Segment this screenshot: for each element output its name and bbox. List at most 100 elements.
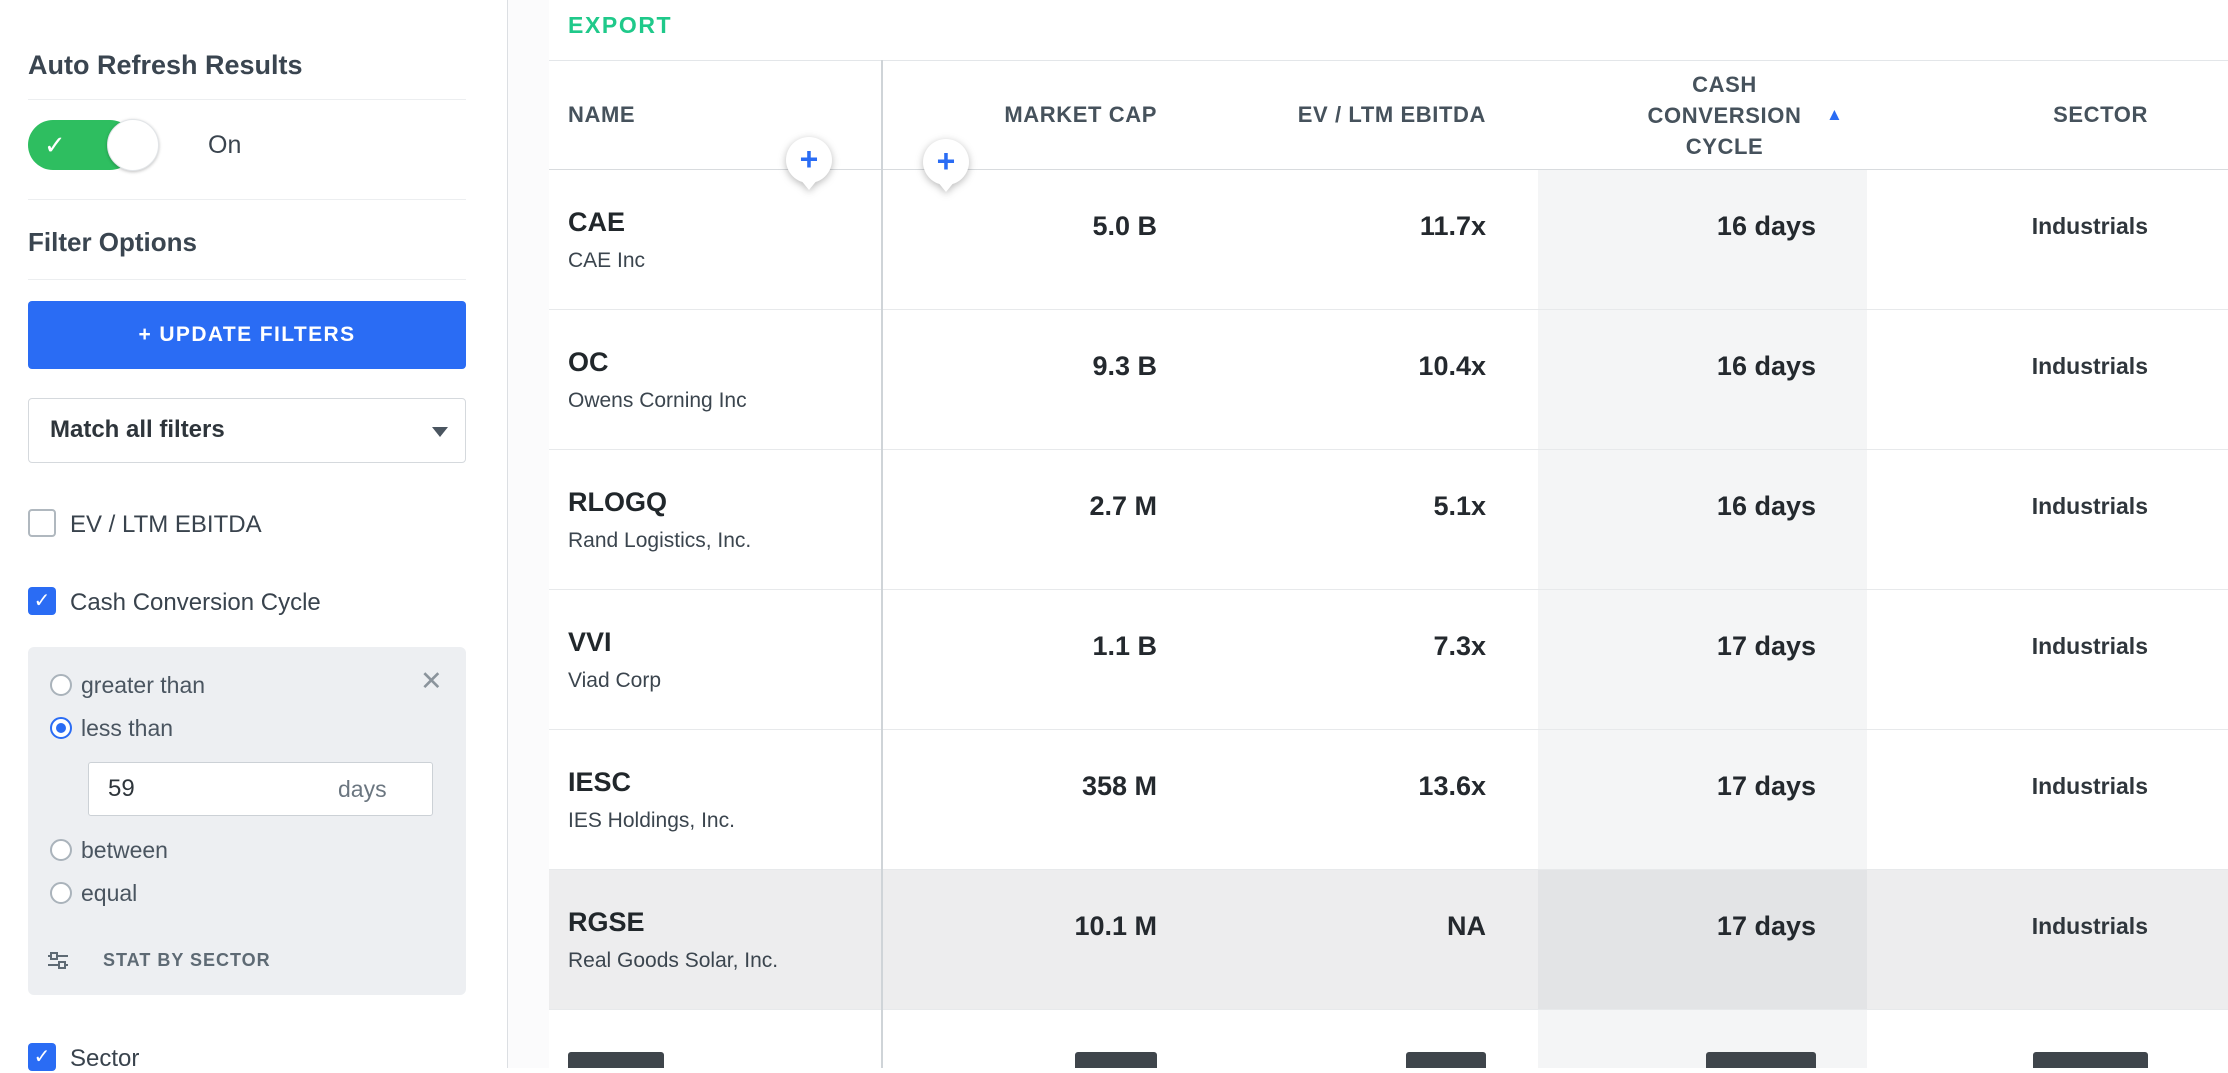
market-cap-cell: 1.1 B [1092,631,1157,661]
name-cell: RLOGQ Rand Logistics, Inc. [549,450,881,589]
radio-greater-than[interactable] [50,674,72,696]
ev-ltm-ebitda-cell: 7.3x [1433,631,1486,661]
ev-ltm-ebitda-cell: 10.4x [1418,351,1486,381]
clipped-row-text [2033,1052,2148,1068]
checkbox-cash-conversion-cycle[interactable] [28,587,56,615]
check-icon: ✓ [44,130,66,160]
checkbox-label-sector[interactable]: Sector [70,1045,140,1072]
divider [28,99,466,100]
checkbox-ev-ltm-ebitda[interactable] [28,509,56,537]
column-header-label: CASH CONVERSION CYCLE [1647,71,1802,159]
divider [28,279,466,280]
table-row-partial[interactable] [549,1010,2228,1068]
name-cell: CAE CAE Inc [549,170,881,309]
filter-value-input[interactable] [88,762,433,816]
ev-ltm-ebitda-cell: NA [1447,911,1486,941]
sector-cell: Industrials [2031,353,2148,379]
column-header-market-cap[interactable]: MARKET CAP [1004,102,1157,127]
radio-label-less-than[interactable]: less than [81,715,174,741]
market-cap-cell: 9.3 B [1092,351,1157,381]
sliders-icon [48,952,68,969]
table-row[interactable]: RLOGQ Rand Logistics, Inc. 2.7 M 5.1x 16… [549,450,2228,590]
radio-equal[interactable] [50,882,72,904]
chevron-down-icon [432,427,448,437]
ticker-link[interactable]: VVI [568,627,612,657]
table-row[interactable]: CAE CAE Inc 5.0 B 11.7x 16 days Industri… [549,170,2228,310]
ticker-link[interactable]: RLOGQ [568,487,667,517]
plus-icon: + [786,137,832,183]
content-gutter [508,0,549,1068]
radio-label-equal[interactable]: equal [81,880,138,906]
checkbox-label-cash-conversion-cycle[interactable]: Cash Conversion Cycle [70,589,321,616]
cash-conversion-cycle-cell [1538,1010,1867,1068]
clipped-row-text [1075,1052,1157,1068]
table-row-highlighted[interactable]: RGSE Real Goods Solar, Inc. 10.1 M NA 17… [549,870,2228,1010]
ev-ltm-ebitda-cell: 13.6x [1418,771,1486,801]
sector-cell: Industrials [2031,913,2148,939]
sidebar-divider [507,0,508,1068]
column-header-sector[interactable]: SECTOR [2053,102,2148,127]
market-cap-cell: 10.1 M [1074,911,1157,941]
radio-between[interactable] [50,839,72,861]
checkbox-sector[interactable] [28,1043,56,1071]
match-filters-value: Match all filters [50,416,225,443]
radio-label-greater-than[interactable]: greater than [81,672,206,698]
sector-cell: Industrials [2031,213,2148,239]
name-cell: RGSE Real Goods Solar, Inc. [549,870,881,1009]
table-row[interactable]: OC Owens Corning Inc 9.3 B 10.4x 16 days… [549,310,2228,450]
export-button[interactable]: EXPORT [568,12,673,38]
company-name: IES Holdings, Inc. [568,809,735,832]
clipped-row-text [1706,1052,1816,1068]
company-name: Owens Corning Inc [568,389,747,412]
name-cell: OC Owens Corning Inc [549,310,881,449]
cash-conversion-cycle-filter-panel: ✕ greater than less than days between eq… [28,647,466,995]
cash-conversion-cycle-cell: 16 days [1538,310,1867,449]
column-header-ev-ltm-ebitda[interactable]: EV / LTM EBITDA [1297,102,1486,127]
market-cap-cell: 5.0 B [1092,211,1157,241]
radio-label-between[interactable]: between [81,837,168,863]
close-icon[interactable]: ✕ [420,666,443,696]
checkbox-label-ev-ltm-ebitda[interactable]: EV / LTM EBITDA [70,511,262,538]
ev-ltm-ebitda-cell: 11.7x [1419,211,1486,241]
ev-ltm-ebitda-cell: 5.1x [1433,491,1486,521]
auto-refresh-state-label: On [208,131,242,159]
sector-cell: Industrials [2031,493,2148,519]
column-header-name[interactable]: NAME [568,102,636,127]
ticker-link[interactable]: OC [568,347,609,377]
name-column-divider [881,60,883,1068]
ticker-link[interactable]: IESC [568,767,632,797]
add-column-pin-left[interactable]: + [786,137,832,190]
radio-less-than[interactable] [50,717,72,739]
match-filters-dropdown[interactable]: Match all filters [28,398,466,463]
add-column-pin-right[interactable]: + [923,139,969,192]
name-cell: IESC IES Holdings, Inc. [549,730,881,869]
update-filters-button[interactable]: + UPDATE FILTERS [28,301,466,369]
plus-icon: + [923,139,969,185]
table-row[interactable]: VVI Viad Corp 1.1 B 7.3x 17 days Industr… [549,590,2228,730]
toggle-knob [107,119,159,171]
sector-cell: Industrials [2031,773,2148,799]
ticker-link[interactable]: RGSE [568,907,645,937]
filter-options-heading: Filter Options [28,227,197,257]
sort-ascending-icon: ▲ [1826,105,1844,124]
table-body: CAE CAE Inc 5.0 B 11.7x 16 days Industri… [549,170,2228,1010]
column-header-cash-conversion-cycle[interactable]: CASH CONVERSION CYCLE ▲ [1538,61,1867,169]
filter-unit-label: days [338,776,387,802]
table-row[interactable]: IESC IES Holdings, Inc. 358 M 13.6x 17 d… [549,730,2228,870]
clipped-row-text [1406,1052,1486,1068]
name-cell: VVI Viad Corp [549,590,881,729]
company-name: Rand Logistics, Inc. [568,529,752,552]
clipped-row-text [568,1052,664,1068]
auto-refresh-toggle[interactable]: ✓ [28,119,159,171]
company-name: Viad Corp [568,669,662,692]
filters-sidebar: Auto Refresh Results ✓ On Filter Options… [0,0,507,1072]
company-name: Real Goods Solar, Inc. [568,949,779,972]
ticker-link[interactable]: CAE [568,207,626,237]
cash-conversion-cycle-cell: 17 days [1538,870,1867,1009]
cash-conversion-cycle-cell: 16 days [1538,450,1867,589]
cash-conversion-cycle-cell: 17 days [1538,730,1867,869]
divider [28,199,466,200]
stat-by-sector-label: STAT BY SECTOR [103,950,271,970]
sector-cell: Industrials [2031,633,2148,659]
cash-conversion-cycle-cell: 17 days [1538,590,1867,729]
